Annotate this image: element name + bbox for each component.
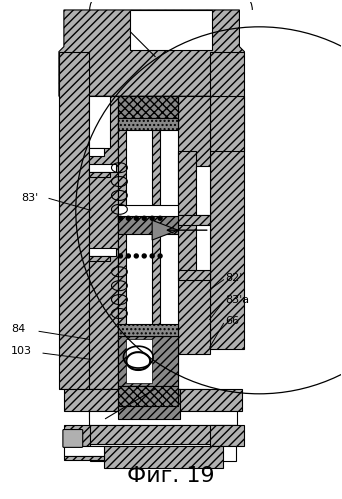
Circle shape: [158, 254, 162, 258]
Bar: [89, 172, 110, 177]
Bar: [64, 425, 90, 447]
Bar: [210, 425, 245, 447]
Bar: [104, 447, 223, 468]
Polygon shape: [152, 220, 178, 240]
Bar: [118, 386, 178, 406]
Bar: [118, 118, 178, 130]
Bar: [89, 248, 116, 256]
Text: 103: 103: [11, 346, 32, 356]
Bar: [118, 206, 178, 216]
Bar: [118, 96, 178, 118]
Bar: [89, 164, 116, 172]
Bar: [178, 96, 210, 354]
Bar: [126, 339, 152, 383]
Bar: [89, 411, 237, 425]
Bar: [118, 324, 178, 336]
Bar: [118, 216, 178, 234]
Bar: [178, 151, 196, 215]
Bar: [89, 256, 110, 261]
Bar: [126, 118, 152, 346]
Bar: [130, 10, 212, 47]
Circle shape: [150, 254, 154, 258]
Bar: [89, 96, 110, 148]
Bar: [89, 389, 208, 419]
Text: 83'a: 83'a: [226, 294, 250, 304]
Text: 82': 82': [226, 273, 243, 283]
Text: 66: 66: [226, 316, 239, 326]
Circle shape: [134, 254, 138, 258]
Bar: [178, 270, 210, 280]
Text: 83': 83': [21, 194, 39, 204]
Circle shape: [126, 216, 130, 220]
Bar: [59, 51, 89, 389]
Bar: [210, 96, 245, 151]
Bar: [64, 447, 104, 456]
Bar: [64, 389, 242, 411]
Bar: [89, 96, 118, 389]
Circle shape: [158, 216, 162, 220]
Circle shape: [142, 216, 146, 220]
Bar: [152, 118, 160, 346]
Bar: [89, 148, 104, 156]
Circle shape: [150, 216, 154, 220]
Bar: [118, 118, 126, 346]
Bar: [130, 10, 212, 49]
Bar: [196, 166, 210, 215]
Bar: [64, 456, 104, 460]
Circle shape: [142, 254, 146, 258]
Bar: [178, 215, 210, 225]
Circle shape: [134, 216, 138, 220]
Bar: [118, 389, 180, 419]
Circle shape: [118, 216, 122, 220]
Text: 84: 84: [11, 324, 26, 334]
Circle shape: [126, 254, 130, 258]
Circle shape: [118, 254, 122, 258]
Bar: [118, 96, 178, 389]
FancyBboxPatch shape: [63, 430, 83, 448]
Bar: [196, 225, 210, 270]
Bar: [118, 336, 178, 386]
Bar: [210, 51, 245, 349]
Bar: [90, 447, 236, 461]
Text: Фиг. 19: Фиг. 19: [127, 466, 215, 486]
Polygon shape: [59, 10, 245, 96]
Bar: [89, 425, 237, 445]
